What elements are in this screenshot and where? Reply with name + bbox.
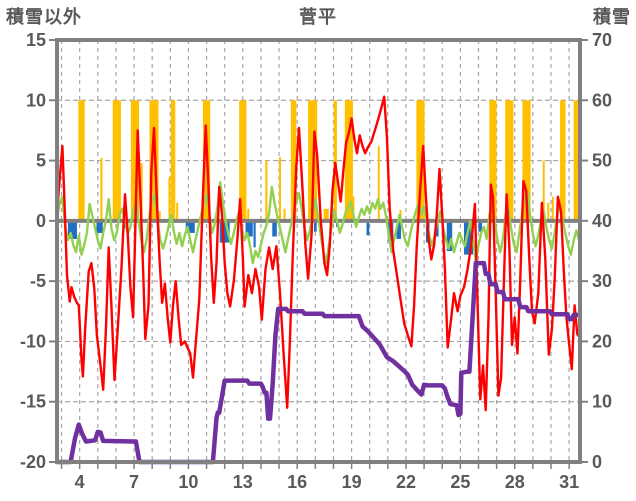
blue-bar [463, 220, 474, 255]
orange-bar [542, 160, 545, 221]
x-tick-label: 28 [505, 472, 525, 492]
orange-bar [176, 202, 179, 221]
left-tick-label: 10 [26, 90, 46, 110]
orange-bar [333, 100, 337, 221]
blue-bar [446, 220, 453, 251]
blue-bar [67, 220, 77, 239]
right-tick-label: 30 [592, 271, 612, 291]
left-tick-label: -15 [20, 392, 46, 412]
orange-bar [290, 100, 297, 221]
orange-bar [344, 100, 353, 221]
x-tick-label: 10 [178, 472, 198, 492]
blue-bar [96, 220, 103, 233]
orange-bar [522, 100, 531, 221]
right-tick-label: 40 [592, 211, 612, 231]
orange-bar [140, 162, 143, 221]
right-tick-label: 20 [592, 331, 612, 351]
blue-bar [185, 220, 195, 233]
orange-bar [489, 100, 497, 221]
x-tick-label: 22 [396, 472, 416, 492]
blue-bar [219, 220, 230, 243]
orange-bar [551, 196, 554, 221]
left-axis-title: 積雪以外 [6, 7, 82, 27]
red-line [55, 95, 581, 412]
orange-bar [239, 100, 247, 221]
orange-bar [158, 211, 161, 221]
left-tick-label: -5 [30, 271, 46, 291]
orange-bar [377, 146, 380, 221]
blue-bar [396, 220, 401, 239]
orange-bar [505, 100, 514, 221]
orange-bar [283, 208, 286, 221]
purple-line [54, 260, 582, 465]
plot-frame [55, 38, 582, 464]
blue-bar [478, 220, 483, 232]
blue-bar [272, 220, 277, 237]
orange-bar [247, 208, 250, 221]
x-tick-label: 31 [559, 472, 579, 492]
right-tick-label: 60 [592, 90, 612, 110]
orange-bar [112, 100, 121, 221]
orange-bar [130, 100, 140, 221]
blue-bar [245, 220, 253, 237]
blue-bar [253, 220, 256, 248]
left-tick-label: -20 [20, 452, 46, 472]
left-tick-label: -10 [20, 331, 46, 351]
orange-bar [547, 202, 550, 221]
x-tick-label: 13 [233, 472, 253, 492]
x-tick-label: 25 [450, 472, 470, 492]
orange-bar [100, 158, 103, 221]
left-tick-label: 5 [36, 151, 46, 171]
right-tick-label: 70 [592, 30, 612, 50]
orange-bar [170, 100, 176, 221]
x-tick-label: 19 [342, 472, 362, 492]
right-tick-label: 10 [592, 392, 612, 412]
orange-bar [416, 100, 425, 221]
orange-bar [573, 100, 580, 221]
right-tick-label: 0 [592, 452, 602, 472]
orange-bar [149, 100, 159, 221]
x-tick-label: 7 [129, 472, 139, 492]
left-tick-label: 15 [26, 30, 46, 50]
orange-bar [278, 156, 281, 221]
x-tick-label: 16 [287, 472, 307, 492]
orange-bar [323, 208, 329, 221]
blue-bar [313, 220, 317, 232]
blue-bar [366, 220, 370, 236]
orange-bar [560, 100, 566, 221]
x-tick-label: 4 [75, 472, 85, 492]
right-axis-title: 積雪 [593, 7, 631, 27]
chart-title: 菅平 [299, 7, 337, 27]
right-tick-label: 50 [592, 151, 612, 171]
orange-bar [265, 160, 268, 221]
left-tick-label: 0 [36, 211, 46, 231]
orange-bar [78, 100, 85, 221]
orange-bar [168, 177, 171, 221]
